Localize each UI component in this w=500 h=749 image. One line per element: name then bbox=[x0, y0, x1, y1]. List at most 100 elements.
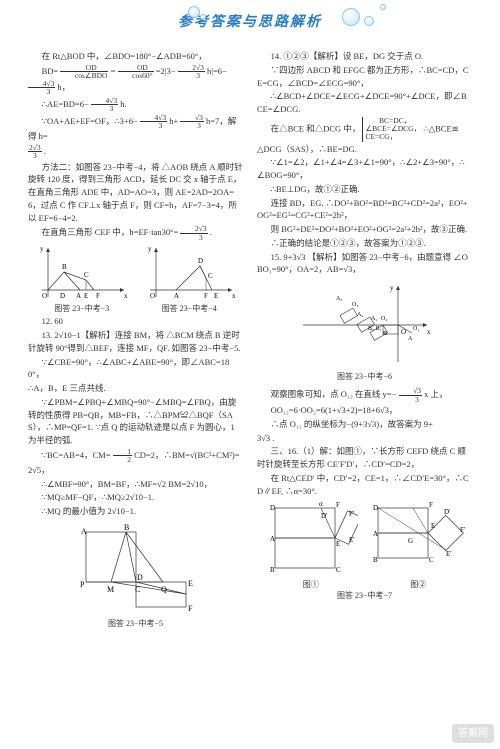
figure-graph-3: x y O B C D A E F bbox=[34, 242, 129, 302]
svg-text:C: C bbox=[135, 585, 140, 594]
text-line: 12. 60 bbox=[28, 315, 243, 328]
figure-graph-4: x y O A D C F E bbox=[142, 242, 237, 302]
svg-text:D': D' bbox=[444, 508, 450, 516]
figure-graph-6: x y O A₃ O₃ A₂ A₁ B O₂ B₂ B₁ A O₁ bbox=[295, 280, 435, 370]
svg-text:B: B bbox=[270, 566, 275, 574]
svg-text:D: D bbox=[60, 292, 65, 300]
text-line: 方法二：如图答 23−中考−4，将 △AOB 绕点 A 顺时针旋转 120 度，… bbox=[28, 161, 243, 225]
svg-text:B: B bbox=[62, 263, 67, 271]
content-body: 在 Rt△BOD 中，∠BDO=180°−∠ADB=60°， BD= ODcos… bbox=[28, 50, 472, 729]
svg-text:A: A bbox=[408, 336, 413, 342]
fraction: 4√33 bbox=[91, 97, 118, 113]
text-line: 3√3 . bbox=[257, 432, 472, 445]
svg-text:G: G bbox=[408, 537, 413, 545]
text-line: ∴正确的结论是①②③，故答案为①②③. bbox=[257, 237, 472, 250]
text-line: 在 Rt△BOD 中，∠BDO=180°−∠ADB=60°， bbox=[28, 50, 243, 63]
text-line: BD= ODcos∠BDO = ODcos60° =2|3− 2√33 h|=6… bbox=[28, 64, 243, 96]
svg-text:x: x bbox=[232, 292, 236, 300]
figure-caption: 图答 23−中考−4 bbox=[136, 303, 244, 315]
svg-text:O: O bbox=[42, 292, 47, 300]
text-line: 14. ①②③【解析】设 BE，DG 交于点 O. bbox=[257, 50, 472, 63]
fraction: 2√33 bbox=[28, 144, 42, 160]
fraction: 12 bbox=[113, 448, 132, 464]
text-line: ∵OA+AE+EF=OF，∴3+6− 4√33 h+ √33 h=7，解得 h= bbox=[28, 114, 243, 143]
svg-text:O: O bbox=[150, 292, 155, 300]
svg-text:F: F bbox=[96, 292, 100, 300]
text-line: 连接 BD，EG. ∴DO²+BO²=BD²=BC²+CD²=2a²，EO²+O… bbox=[257, 197, 472, 223]
figure-graph-5: A B P D M C Q E F bbox=[71, 522, 201, 617]
svg-text:O₃: O₃ bbox=[352, 302, 358, 308]
svg-text:F': F' bbox=[349, 510, 354, 518]
text-line: 观察图象可知，点 O₁₂ 在直线 y=− √33 x 上， bbox=[257, 387, 472, 403]
fraction: ODcos60° bbox=[118, 64, 154, 80]
text-line: ∵∠CBE=90°，∴∠ABC+∠ABE=90°，即∠ABC=180°， bbox=[28, 356, 243, 382]
text-line: ∵MQ≥MF−QF，∴MQ≥2√10−1. bbox=[28, 491, 243, 504]
svg-text:y: y bbox=[40, 245, 44, 253]
svg-text:B: B bbox=[124, 523, 129, 532]
fraction: 2√33 bbox=[180, 225, 207, 241]
text-line: 13. 2√10−1【解析】连接 BM，将 △BCM 绕点 B 逆时针旋转 90… bbox=[28, 329, 243, 355]
svg-text:B: B bbox=[383, 331, 387, 337]
text-line: 在△BCE 和△DCG 中， BC=DC， ∠BCE=∠DCG， CE=CG， … bbox=[257, 117, 472, 142]
watermark: 答案网 bbox=[452, 724, 494, 743]
text-line: ∴BE⊥DG，故①②正确. bbox=[257, 183, 472, 196]
svg-text:D: D bbox=[270, 504, 275, 512]
fraction: 4√33 bbox=[28, 80, 55, 96]
svg-text:F: F bbox=[336, 501, 340, 509]
svg-text:A: A bbox=[373, 530, 378, 538]
svg-text:B: B bbox=[373, 556, 378, 564]
text-line: ∴MQ 的最小值为 2√10−1. bbox=[28, 505, 243, 518]
text-line: OO₁₂=6·OO₂=6(1+√3+2)=18+6√3， bbox=[257, 404, 472, 417]
text-line: △DCG（SAS），∴BE=DG. bbox=[257, 143, 472, 156]
text-line: ∴A，B，E 三点共线. bbox=[28, 382, 243, 395]
text-line: ∴AE=BD=6− 4√33 h. bbox=[28, 97, 243, 113]
figure-row: D F α A B C E F' E' D' 图① bbox=[257, 498, 472, 591]
fraction: 2√33 bbox=[178, 64, 205, 80]
svg-text:D: D bbox=[198, 257, 203, 265]
svg-text:A: A bbox=[76, 292, 81, 300]
svg-text:A: A bbox=[81, 527, 87, 536]
svg-text:y: y bbox=[148, 245, 152, 253]
svg-text:F': F' bbox=[460, 526, 465, 534]
fraction: √33 bbox=[180, 114, 203, 130]
svg-text:D: D bbox=[373, 504, 378, 512]
svg-text:y: y bbox=[390, 284, 394, 292]
text-line: 2√33 . bbox=[28, 144, 243, 160]
svg-text:F: F bbox=[204, 292, 208, 300]
svg-text:C: C bbox=[336, 566, 341, 574]
svg-text:E: E bbox=[214, 292, 218, 300]
svg-text:O₁: O₁ bbox=[413, 326, 419, 332]
figure-caption: 图答 23−中考−6 bbox=[257, 371, 472, 383]
svg-text:C: C bbox=[84, 271, 89, 279]
svg-text:E': E' bbox=[446, 550, 452, 558]
svg-text:B₂ B₁: B₂ B₁ bbox=[368, 326, 382, 332]
fraction: √33 bbox=[399, 387, 422, 403]
svg-text:E: E bbox=[336, 540, 340, 548]
svg-text:D: D bbox=[137, 573, 143, 582]
text-line: 15. 9+3√3 【解析】如图答 23−中考−6，由题意得 ∠OBO₁=90°… bbox=[257, 251, 472, 277]
figure-row: A B P D M C Q E F 图答 23−中考−5 bbox=[28, 522, 243, 630]
text-line: ∵BC=AB=4，CM= 12 CD=2，∴BM=√(BC²+CM²)=2√5， bbox=[28, 448, 243, 477]
brace-group: BC=DC， ∠BCE=∠DCG， CE=CG， bbox=[362, 117, 421, 142]
svg-text:D': D' bbox=[321, 512, 327, 520]
svg-text:O₂: O₂ bbox=[381, 316, 387, 322]
figure-caption: 图答 23−中考−7 bbox=[257, 590, 472, 602]
text-line: 在直角三角形 CEF 中，h=EF·tan30°= 2√33 . bbox=[28, 225, 243, 241]
svg-text:F: F bbox=[188, 604, 193, 613]
text-line: 三、16.（1）解：如图①，∵长方形 CEFD 绕点 C 顺时针旋转至长方形 C… bbox=[257, 445, 472, 471]
svg-text:P: P bbox=[80, 580, 85, 589]
text-line: ∵∠1=∠2，∠1+∠4=∠3+∠1=90°，∴∠2+∠3=90°，∴∠BOG=… bbox=[257, 156, 472, 182]
text-line: ∴∠BCD+∠DCE=∠ECG+∠DCE=90°+∠DCE，即∠BCE=∠DCG… bbox=[257, 90, 472, 116]
text-line: ∴点 O₁₂ 的纵坐标为−(9+3√3)，故答案为 9+ bbox=[257, 418, 472, 431]
text-line: ∴∠MBF=90°，BM=BF，∴MF=√2 BM=2√10， bbox=[28, 478, 243, 491]
figure-caption: 图答 23−中考−5 bbox=[28, 618, 243, 630]
svg-text:E: E bbox=[188, 579, 193, 588]
figure-graph-7b: D F A B C G E D' F' E' bbox=[368, 498, 468, 578]
svg-text:Q: Q bbox=[161, 585, 167, 594]
svg-text:E: E bbox=[431, 522, 435, 530]
svg-text:x: x bbox=[124, 292, 128, 300]
svg-text:C: C bbox=[208, 272, 213, 280]
figure-row: x y O B C D A E F 图答 23−中考−3 bbox=[28, 242, 243, 315]
svg-text:x: x bbox=[427, 328, 431, 336]
svg-text:A₃: A₃ bbox=[336, 296, 342, 302]
